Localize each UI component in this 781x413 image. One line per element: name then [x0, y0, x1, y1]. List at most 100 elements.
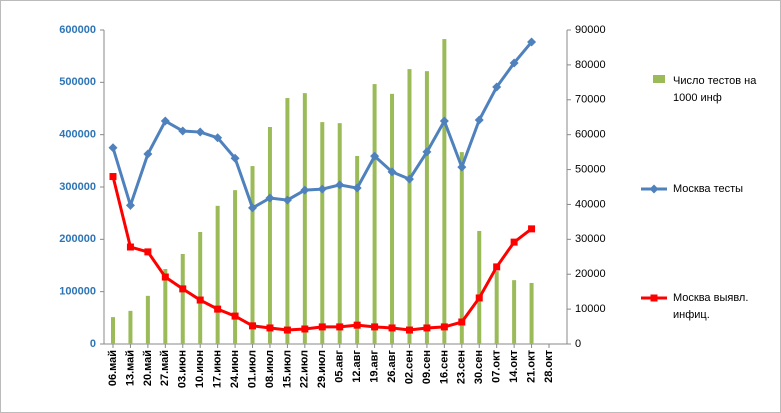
x-tick-label: 27.май	[159, 350, 171, 386]
x-tick-label: 24.июн	[229, 350, 241, 388]
marker	[196, 296, 204, 304]
marker	[108, 143, 118, 153]
x-tick-label: 28.окт	[543, 349, 555, 383]
marker	[336, 323, 344, 331]
x-tick-label: 20.май	[142, 350, 154, 386]
y-tick-label: 600000	[59, 24, 96, 36]
bar	[512, 280, 517, 344]
bar	[145, 295, 150, 344]
bar	[390, 93, 395, 344]
legend-swatch	[653, 75, 665, 83]
marker	[318, 323, 326, 331]
marker	[161, 273, 169, 281]
marker	[195, 127, 205, 137]
y-tick-label: 300000	[59, 181, 96, 193]
marker	[423, 324, 431, 332]
marker	[493, 263, 501, 271]
marker	[249, 322, 257, 330]
marker	[439, 116, 449, 126]
x-tick-label: 10.июн	[194, 350, 206, 388]
marker	[160, 116, 170, 126]
x-tick-label: 14.окт	[508, 349, 520, 383]
marker	[109, 173, 117, 181]
bar	[407, 69, 412, 344]
x-tick-label: 19.авг	[369, 350, 381, 383]
x-tick-label: 30.сен	[473, 350, 485, 384]
x-tick-label: 17.июн	[212, 350, 224, 388]
marker	[458, 318, 466, 326]
marker	[248, 203, 258, 213]
x-tick-label: 07.окт	[491, 349, 503, 383]
marker	[371, 323, 379, 331]
marker	[231, 312, 239, 320]
x-tick-label: 15.июл	[281, 350, 293, 388]
marker	[528, 225, 536, 233]
marker	[214, 305, 222, 313]
bar	[250, 166, 255, 344]
y-tick-label: 400000	[59, 129, 96, 141]
x-tick-label: 22.июл	[299, 350, 311, 388]
y-tick-label: 100000	[59, 286, 96, 298]
marker	[352, 183, 362, 193]
y2-tick-label: 60000	[575, 129, 606, 141]
bar	[215, 205, 220, 344]
bar	[424, 71, 429, 345]
marker	[335, 180, 345, 190]
legend-label: Москва тесты	[673, 183, 744, 195]
bar	[337, 123, 342, 344]
bar	[198, 232, 203, 344]
bar	[355, 155, 360, 344]
bar	[163, 268, 168, 344]
marker	[283, 326, 291, 334]
bar	[285, 98, 290, 345]
y2-tick-label: 20000	[575, 268, 606, 280]
marker	[440, 323, 448, 331]
marker	[475, 294, 483, 302]
bar	[180, 253, 185, 344]
y2-tick-label: 10000	[575, 303, 606, 315]
marker	[230, 153, 240, 163]
y-tick-label: 500000	[59, 76, 96, 88]
marker	[405, 326, 413, 334]
marker	[143, 149, 153, 159]
bar	[477, 230, 482, 344]
y-tick-label: 200000	[59, 233, 96, 245]
y2-tick-label: 40000	[575, 198, 606, 210]
marker	[388, 324, 396, 332]
bar	[111, 317, 115, 344]
legend-swatch	[649, 184, 659, 194]
y2-tick-label: 90000	[575, 24, 606, 36]
x-tick-label: 09.сен	[421, 350, 433, 384]
marker	[179, 285, 187, 293]
legend-label: Москва выявл. инфиц.	[673, 292, 749, 321]
x-tick-label: 05.авг	[334, 350, 346, 383]
marker	[125, 200, 135, 210]
marker	[510, 238, 518, 246]
x-tick-label: 08.июл	[264, 350, 276, 388]
bar	[459, 152, 464, 344]
marker	[422, 147, 432, 157]
marker	[509, 58, 519, 68]
x-tick-label: 26.авг	[386, 350, 398, 383]
bar	[529, 282, 534, 344]
bar	[233, 190, 238, 344]
marker	[144, 248, 152, 256]
y2-tick-label: 0	[575, 338, 581, 350]
y-tick-label: 0	[90, 338, 96, 350]
x-tick-label: 21.окт	[525, 349, 537, 383]
bar	[302, 93, 307, 344]
legend-swatch	[650, 294, 658, 302]
bar	[320, 122, 325, 345]
x-tick-label: 23.сен	[456, 350, 468, 384]
marker	[266, 324, 274, 332]
legend-label: Число тестов на 1000 инф	[673, 75, 757, 104]
marker	[492, 82, 502, 92]
bar	[267, 126, 272, 344]
x-tick-label: 13.май	[124, 350, 136, 386]
x-tick-label: 01.июл	[246, 350, 258, 388]
x-tick-label: 29.июл	[316, 350, 328, 388]
y2-tick-label: 30000	[575, 233, 606, 245]
marker	[404, 174, 414, 184]
